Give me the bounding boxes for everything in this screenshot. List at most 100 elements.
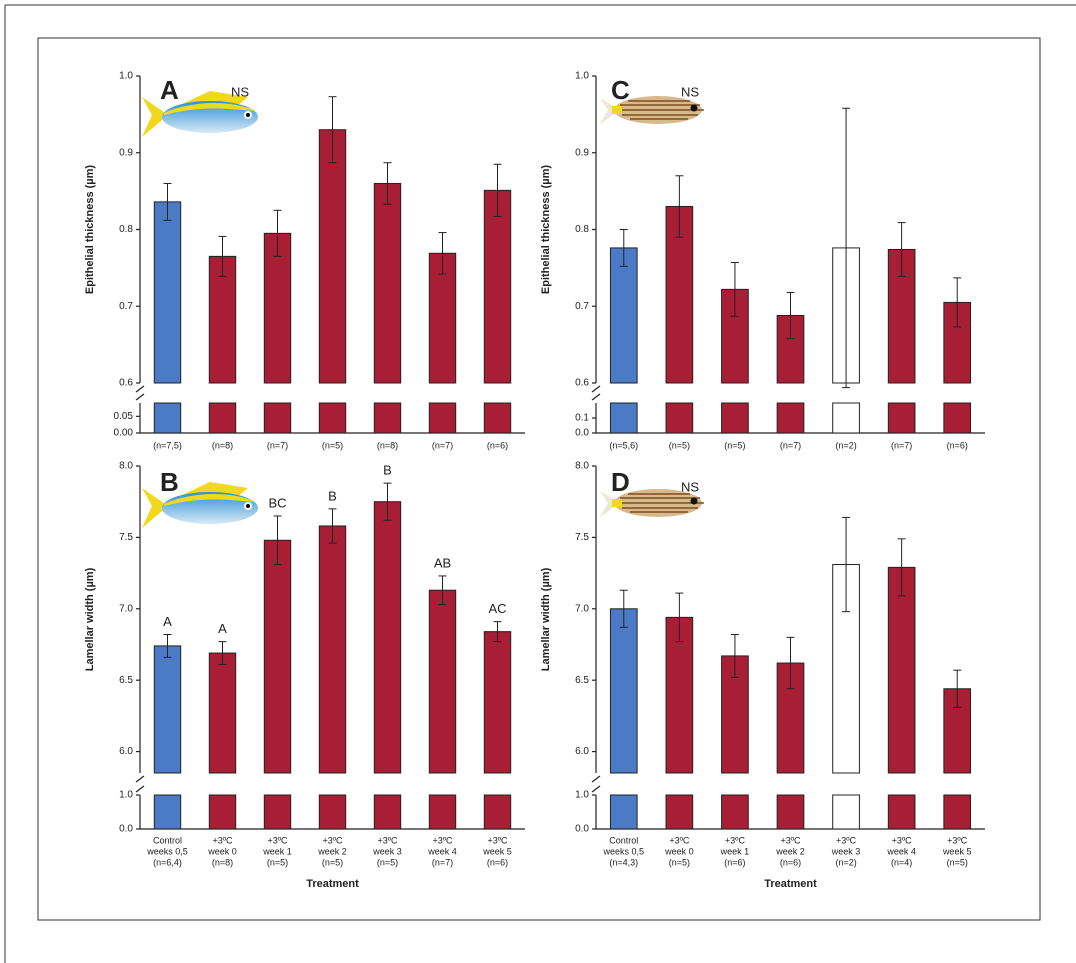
bar: [319, 130, 345, 383]
axis-break: [136, 386, 144, 392]
sample-size: (n=8): [377, 440, 398, 450]
bar-stub: [777, 795, 804, 829]
significance-letter: A: [163, 614, 172, 629]
x-axis-label: Treatment: [764, 878, 817, 890]
x-tick-label: week 3: [372, 846, 402, 856]
sample-size: (n=6): [724, 857, 745, 867]
significance-letter: A: [218, 621, 227, 636]
sample-size: (n=5): [947, 857, 968, 867]
bar-stub: [833, 403, 860, 433]
y-tick-label: 0.8: [119, 224, 133, 235]
x-tick-label: weeks 0,5: [146, 846, 188, 856]
y-tick-label: 7.0: [575, 603, 589, 614]
x-tick-label: +3ºC: [669, 835, 690, 845]
y-tick-label: 0.0: [575, 824, 589, 835]
x-tick-label: week 1: [262, 846, 292, 856]
y-tick-label: 0.8: [575, 224, 589, 235]
x-tick-label: week 1: [720, 846, 750, 856]
sample-size: (n=5): [669, 440, 690, 450]
sample-size: (n=4,3): [609, 857, 638, 867]
bar-stub: [666, 403, 693, 433]
x-tick-label: +3ºC: [836, 835, 857, 845]
x-tick-label: week 4: [427, 846, 457, 856]
axis-break: [592, 776, 600, 782]
bar-stub: [944, 795, 971, 829]
sample-size: (n=8): [212, 857, 233, 867]
sample-size: (n=5): [322, 440, 343, 450]
sample-size: (n=6): [487, 857, 508, 867]
y-tick-label: 0.1: [575, 413, 589, 424]
bar-stub: [833, 795, 860, 829]
y-tick-label: 0.05: [114, 411, 134, 422]
bar: [484, 632, 510, 773]
bar-stub: [944, 403, 971, 433]
significance-letter: B: [328, 488, 337, 503]
x-tick-label: +3ºC: [432, 835, 453, 845]
axis-break: [136, 394, 144, 400]
panel-label: C: [611, 75, 630, 105]
y-tick-label: 6.5: [575, 675, 589, 686]
y-tick-label: 0.0: [575, 428, 589, 439]
bar: [610, 609, 637, 773]
bar-stub: [610, 795, 637, 829]
x-axis-label: Treatment: [306, 878, 359, 890]
sample-size: (n=7): [432, 857, 453, 867]
sample-size: (n=6): [487, 440, 508, 450]
y-axis-label: Lamellar width (µm): [540, 567, 552, 671]
bar-stub: [722, 403, 749, 433]
bar-stub: [666, 795, 693, 829]
sample-size: (n=2): [835, 440, 856, 450]
sample-size: (n=7): [780, 440, 801, 450]
bar: [374, 502, 400, 773]
bar-stub: [429, 403, 455, 433]
axis-break: [592, 786, 600, 792]
sample-size: (n=7): [267, 440, 288, 450]
bar-stub: [374, 403, 400, 433]
sample-size: (n=5): [669, 857, 690, 867]
y-tick-label: 0.0: [119, 824, 133, 835]
bar: [264, 540, 290, 773]
panel-label: D: [611, 467, 630, 497]
y-axis-label: Lamellar width (µm): [84, 567, 96, 671]
y-tick-label: 7.5: [575, 532, 589, 543]
annotation: NS: [681, 479, 699, 494]
y-axis-label: Epithelial thickness (µm): [540, 165, 552, 295]
significance-letter: BC: [268, 495, 286, 510]
x-tick-label: +3ºC: [947, 835, 968, 845]
y-tick-label: 0.6: [575, 378, 589, 389]
y-tick-label: 6.0: [119, 746, 133, 757]
sample-size: (n=2): [835, 857, 856, 867]
sample-size: (n=6,4): [153, 857, 182, 867]
x-tick-label: +3ºC: [780, 835, 801, 845]
bar-stub: [319, 403, 345, 433]
annotation: NS: [231, 84, 249, 99]
axis-break: [592, 386, 600, 392]
bar: [888, 567, 915, 773]
bar-stub: [888, 403, 915, 433]
bar: [484, 190, 510, 383]
bar-stub: [209, 403, 235, 433]
bar-stub: [264, 403, 290, 433]
sample-size: (n=6): [947, 440, 968, 450]
significance-letter: AC: [488, 601, 506, 616]
sample-size: (n=7): [891, 440, 912, 450]
x-tick-label: week 3: [831, 846, 861, 856]
x-tick-label: +3ºC: [892, 835, 913, 845]
sample-size: (n=6): [780, 857, 801, 867]
bar: [374, 183, 400, 383]
sample-size: (n=5): [322, 857, 343, 867]
bar-stub: [154, 403, 180, 433]
axis-break: [592, 394, 600, 400]
y-tick-label: 7.5: [119, 532, 133, 543]
x-tick-label: week 2: [775, 846, 805, 856]
y-tick-label: 6.5: [119, 675, 133, 686]
y-tick-label: 6.0: [575, 746, 589, 757]
x-tick-label: weeks 0,5: [603, 846, 645, 856]
y-tick-label: 1.0: [575, 790, 589, 801]
significance-letter: AB: [434, 555, 451, 570]
bar: [429, 590, 455, 773]
bar-stub: [484, 403, 510, 433]
sample-size: (n=8): [212, 440, 233, 450]
sample-size: (n=5): [724, 440, 745, 450]
significance-letter: B: [383, 463, 392, 478]
